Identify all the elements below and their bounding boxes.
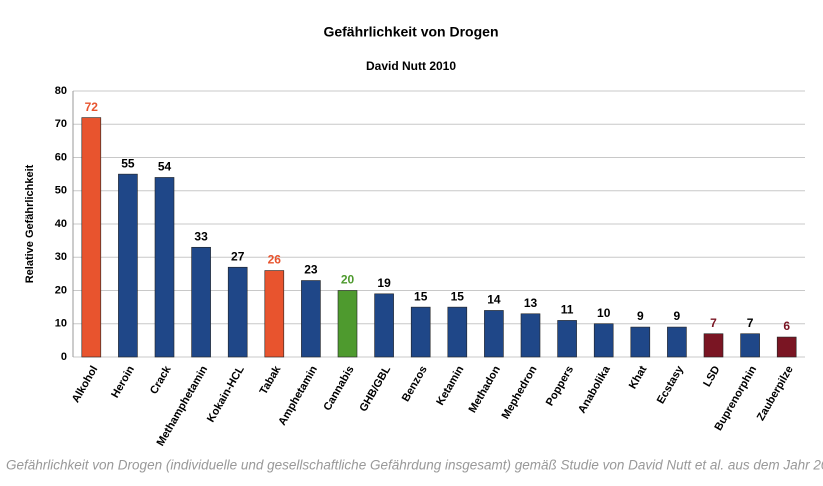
value-label: 54: [158, 160, 172, 174]
x-tick-label: Khat: [627, 364, 650, 391]
value-label: 55: [121, 156, 135, 170]
x-tick-label: Zauberpilze: [755, 364, 796, 423]
bar: [447, 306, 468, 358]
bar: [227, 266, 248, 358]
bar: [264, 270, 285, 358]
bar: [410, 306, 431, 358]
x-tick-label: Ecstasy: [655, 363, 687, 406]
bar: [191, 246, 211, 358]
x-tick-label: Ketamin: [434, 364, 466, 408]
bar: [81, 117, 102, 358]
chart-subtitle: David Nutt 2010: [366, 59, 456, 73]
value-label: 11: [561, 303, 574, 317]
x-tick-label: Heroin: [109, 364, 137, 400]
x-tick-label: Benzos: [400, 364, 430, 404]
bar: [484, 310, 504, 358]
x-tick-label: Kokain-HCL: [205, 364, 247, 425]
value-label: 7: [710, 316, 717, 330]
y-tick-label: 80: [55, 85, 67, 97]
value-label: 15: [451, 289, 465, 303]
y-tick-label: 30: [55, 251, 67, 263]
x-tick-label: Methadon: [467, 364, 504, 415]
value-label: 23: [304, 263, 318, 277]
y-axis-label: Relative Gefährlichkeit: [24, 164, 36, 283]
bar: [667, 326, 687, 358]
y-tick-label: 0: [61, 351, 67, 363]
x-tick-label: Alkohol: [70, 364, 101, 405]
value-label: 13: [524, 296, 538, 310]
value-label: 6: [783, 319, 790, 333]
value-label: 33: [194, 229, 208, 243]
value-label: 20: [341, 273, 355, 287]
bar: [374, 293, 394, 358]
value-label: 19: [377, 276, 391, 290]
bar: [118, 173, 138, 358]
bar: [630, 326, 651, 358]
bar: [154, 177, 175, 358]
y-tick-label: 70: [55, 118, 67, 130]
x-tick-label: Tabak: [258, 363, 284, 397]
value-label: 26: [268, 253, 282, 267]
x-tick-label: Poppers: [544, 364, 576, 408]
chart-title: Gefährlichkeit von Drogen: [323, 24, 498, 40]
y-tick-label: 40: [55, 218, 67, 230]
x-tick-label: Mephedron: [500, 364, 540, 422]
x-tick-label: Cannabis: [321, 364, 356, 413]
value-label: 10: [597, 306, 611, 320]
value-label: 14: [487, 293, 501, 307]
x-tick-label: Crack: [148, 363, 174, 396]
value-label: 9: [674, 309, 681, 323]
bar: [593, 323, 614, 358]
value-label: 15: [414, 289, 428, 303]
x-tick-label: LSD: [701, 364, 722, 389]
x-tick-label: Anabolika: [576, 363, 613, 415]
x-tick-label: GHB/GBL: [357, 364, 393, 414]
bar: [337, 290, 358, 358]
bar: [703, 333, 724, 358]
bar: [301, 280, 321, 358]
bar: [740, 333, 760, 358]
value-label: 7: [747, 316, 754, 330]
y-tick-label: 50: [55, 185, 67, 197]
x-tick-label: Amphetamin: [276, 364, 320, 428]
bar: [557, 320, 577, 358]
value-label: 9: [637, 309, 644, 323]
y-tick-label: 60: [55, 151, 67, 163]
value-label: 27: [231, 249, 245, 263]
bar: [776, 336, 797, 358]
value-label: 72: [85, 100, 99, 114]
caption: Gefährlichkeit von Drogen (individuelle …: [6, 458, 823, 473]
y-tick-label: 20: [55, 284, 67, 296]
bar: [520, 313, 541, 358]
y-tick-label: 10: [55, 318, 67, 330]
